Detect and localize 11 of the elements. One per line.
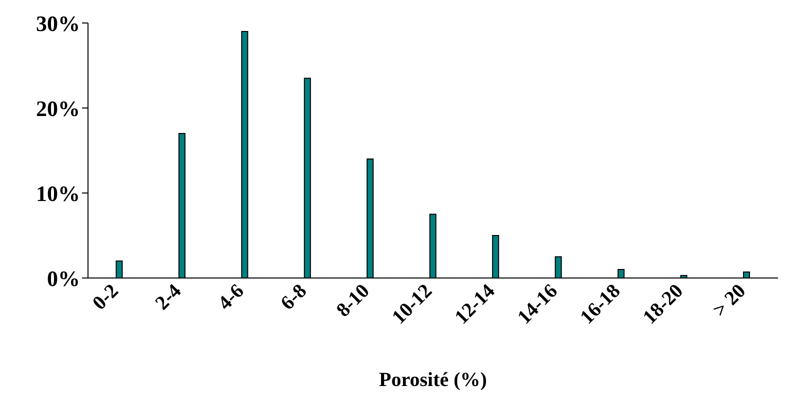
x-tick-label: 2-4: [151, 280, 186, 314]
y-tick-label: 20%: [36, 96, 80, 121]
x-tick-label: 6-8: [276, 280, 312, 314]
y-tick-label: 30%: [36, 10, 80, 36]
y-tick-label: 10%: [36, 180, 80, 206]
x-tick-label: 0-2: [88, 280, 123, 314]
x-tick-label: 4-6: [214, 280, 248, 314]
x-tick-label: > 20: [708, 280, 750, 322]
y-tick-label: 0%: [47, 266, 80, 291]
x-tick-label: 8-10: [332, 280, 374, 322]
x-axis-title: Porosité (%): [379, 369, 487, 391]
